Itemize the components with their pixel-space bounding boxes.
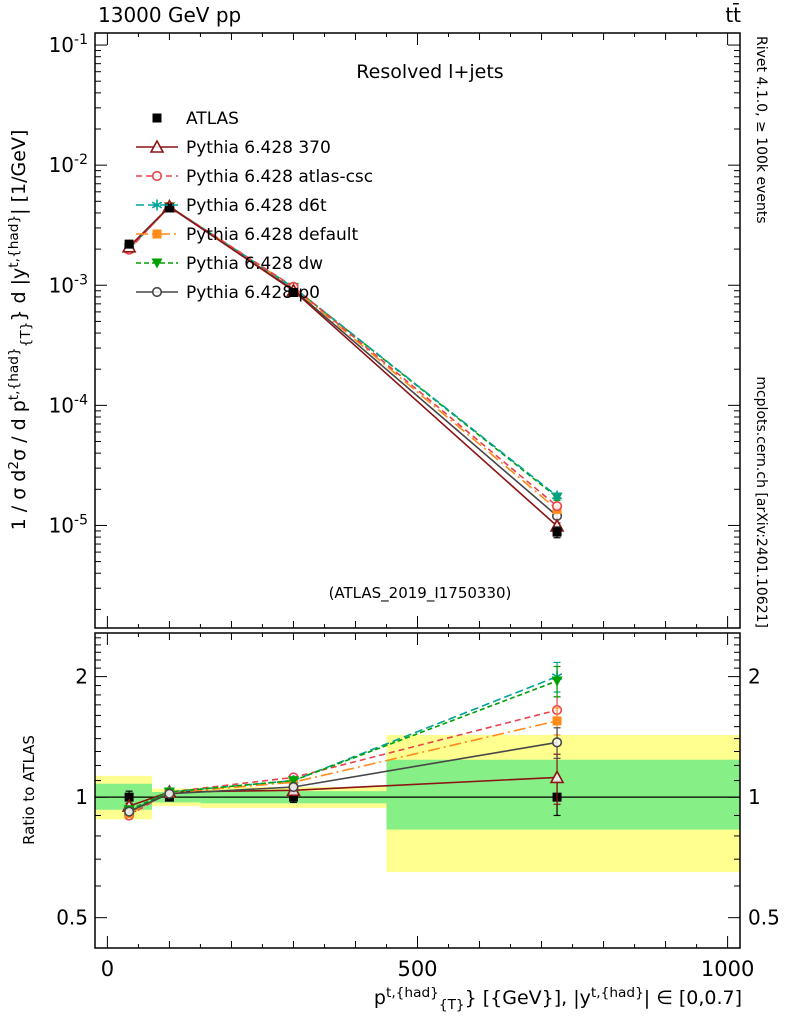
ratio-y-tick-label-right: 0.5 bbox=[748, 906, 780, 930]
x-tick-label: 500 bbox=[397, 957, 437, 981]
legend-item-pythia-6-428-370: Pythia 6.428 370 bbox=[136, 138, 331, 158]
main-y-tick-label: 10-3 bbox=[49, 272, 88, 297]
legend-label: Pythia 6.428 dw bbox=[186, 254, 323, 274]
series-pythia-6-428-p0 bbox=[124, 201, 563, 522]
watermark-analysis-id: (ATLAS_2019_I1750330) bbox=[329, 584, 512, 603]
marker-triangle-down-filled bbox=[287, 776, 299, 787]
series-pythia-6-428-370 bbox=[121, 198, 565, 532]
ratio-y-tick-label-right: 1 bbox=[748, 785, 761, 809]
main-panel-series-layer bbox=[121, 198, 565, 539]
series-atlas bbox=[124, 203, 562, 539]
series-pythia-6-428-default bbox=[124, 202, 562, 514]
x-tick-label: 1000 bbox=[701, 957, 754, 981]
series-line bbox=[128, 205, 558, 498]
ratio-y-axis-title: Ratio to ATLAS bbox=[20, 735, 38, 845]
ratio-panel-series-layer bbox=[121, 661, 565, 821]
marker-square-filled bbox=[152, 229, 162, 239]
marker-triangle-down-filled bbox=[151, 258, 163, 269]
marker-square-filled bbox=[124, 239, 134, 249]
marker-square-filled bbox=[124, 792, 134, 802]
legend-item-atlas: ATLAS bbox=[152, 109, 239, 129]
header-process: tt̄ bbox=[725, 2, 741, 27]
ratio-y-tick-label-left: 2 bbox=[75, 665, 88, 689]
marker-triangle-open bbox=[549, 769, 565, 784]
marker-triangle-down-filled bbox=[551, 676, 563, 687]
marker-square-filled bbox=[152, 113, 162, 123]
main-y-tick-label: 10-5 bbox=[49, 512, 88, 537]
legend-label: Pythia 6.428 default bbox=[186, 225, 359, 245]
legend-label: Pythia 6.428 atlas-csc bbox=[186, 167, 373, 187]
marker-circle-open bbox=[288, 781, 299, 793]
series-pythia-6-428-p0 bbox=[124, 727, 563, 817]
x-tick-label: 0 bbox=[101, 957, 114, 981]
legend-item-pythia-6-428-atlas-csc: Pythia 6.428 atlas-csc bbox=[136, 167, 373, 187]
marker-square-filled bbox=[552, 716, 562, 726]
marker-star bbox=[551, 490, 563, 502]
ratio-y-tick-label-left: 1 bbox=[75, 785, 88, 809]
marker-square-filled bbox=[288, 792, 298, 802]
series-line bbox=[128, 680, 558, 811]
marker-circle-open bbox=[151, 286, 163, 298]
series-line bbox=[128, 205, 558, 507]
series-line bbox=[128, 205, 558, 527]
marker-circle-open bbox=[151, 170, 163, 182]
header-beam-energy: 13000 GeV pp bbox=[98, 3, 241, 27]
legend-item-pythia-6-428-dw: Pythia 6.428 dw bbox=[136, 254, 323, 274]
series-line bbox=[128, 205, 558, 511]
ratio-y-tick-label-left: 0.5 bbox=[56, 906, 88, 930]
marker-star bbox=[151, 199, 163, 211]
main-y-axis-title: 1 / σ d2σ / d pt,{had}{T}} d |yt,{had}| … bbox=[6, 130, 34, 531]
marker-triangle-open bbox=[149, 139, 165, 153]
marker-circle-open bbox=[124, 806, 135, 817]
side-note-rivet: Rivet 4.1.0, ≥ 100k events bbox=[753, 36, 769, 224]
main-y-tick-label: 10-4 bbox=[49, 392, 89, 417]
marker-square-filled bbox=[552, 527, 562, 537]
marker-circle-open bbox=[551, 500, 563, 512]
marker-square-filled bbox=[288, 288, 298, 298]
legend-item-pythia-6-428-default: Pythia 6.428 default bbox=[136, 225, 359, 245]
ratio-y-tick-label-right: 2 bbox=[748, 665, 761, 689]
marker-circle-open bbox=[551, 737, 563, 748]
ratio-uncertainty-bands-layer bbox=[95, 734, 740, 873]
axes-layer bbox=[94, 32, 741, 949]
marker-circle-open bbox=[164, 788, 175, 799]
legend-label: Pythia 6.428 d6t bbox=[186, 196, 327, 216]
axis-labels-layer: 10-1 10-2 10-3 10-4 10-5 0.5 0.5 1 1 2 2 0 500 1000 pt… bbox=[6, 32, 780, 1013]
legend-item-pythia-6-428-d6t: Pythia 6.428 d6t bbox=[136, 196, 327, 216]
panel-title: Resolved l+jets bbox=[356, 61, 503, 83]
legend-label: Pythia 6.428 370 bbox=[186, 138, 331, 158]
main-y-tick-label: 10-1 bbox=[49, 32, 88, 57]
legend-item-pythia-6-428-p0: Pythia 6.428 p0 bbox=[136, 283, 320, 303]
x-axis-title: pt,{had}{T}} [{GeV}], |yt,{had}| ∈ [0,0.… bbox=[374, 985, 742, 1013]
side-note-mcplots: mcplots.cern.ch [arXiv:2401.10621] bbox=[753, 376, 769, 628]
series-pythia-6-428-dw bbox=[123, 201, 563, 503]
series-line bbox=[128, 741, 558, 813]
main-y-tick-label: 10-2 bbox=[49, 152, 88, 177]
marker-square-filled bbox=[164, 203, 174, 213]
band-stat-uncertainty bbox=[386, 759, 740, 830]
legend-label: Pythia 6.428 p0 bbox=[186, 283, 320, 303]
legend: ATLAS Pythia 6.428 370 Pythia 6.428 atlas-… bbox=[136, 109, 373, 303]
legend-label: ATLAS bbox=[186, 109, 239, 129]
